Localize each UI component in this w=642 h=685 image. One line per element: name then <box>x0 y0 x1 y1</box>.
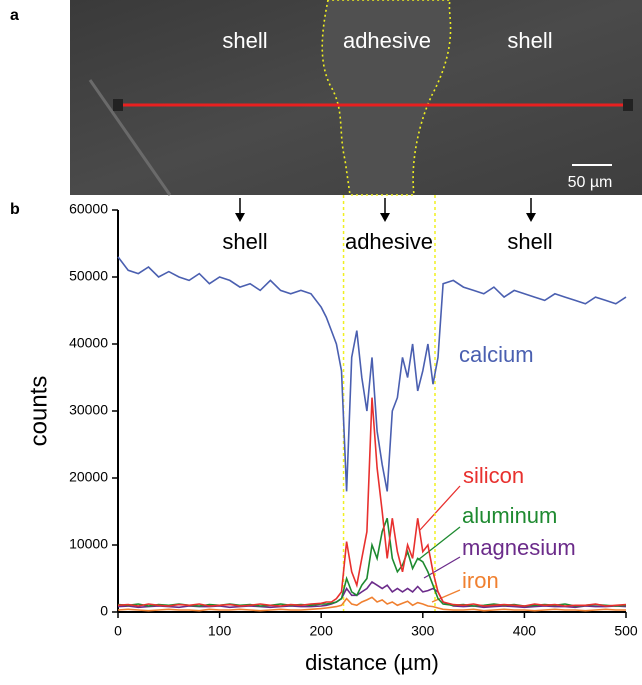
series-label: silicon <box>463 463 524 488</box>
series-label: magnesium <box>462 535 576 560</box>
series-label: aluminum <box>462 503 557 528</box>
x-axis-title: distance (µm) <box>305 650 439 675</box>
panel-label: a <box>10 7 19 24</box>
x-tick-label: 0 <box>114 623 122 639</box>
y-tick-label: 0 <box>100 603 108 619</box>
label-arrows <box>418 486 460 602</box>
y-tick-label: 50000 <box>69 268 108 284</box>
figure: 50 µm shell adhesive shell a b distance … <box>0 0 642 685</box>
x-tick-label: 200 <box>310 623 334 639</box>
annotation: shell <box>507 229 552 254</box>
annotation: shell <box>222 229 267 254</box>
silicon-arrow <box>420 486 460 530</box>
y-tick-label: 40000 <box>69 335 108 351</box>
image-annotation: shell <box>507 28 552 53</box>
image-annotation: shell <box>222 28 267 53</box>
y-tick-label: 10000 <box>69 536 108 552</box>
y-tick-label: 30000 <box>69 402 108 418</box>
annotation: adhesive <box>345 229 433 254</box>
series-line <box>118 582 626 607</box>
y-axis-title: counts <box>25 376 52 447</box>
x-tick-label: 300 <box>411 623 435 639</box>
sem-image: 50 µm shell adhesive shell <box>70 0 642 195</box>
annotation-arrowhead <box>235 213 245 222</box>
scan-end <box>113 99 123 111</box>
series-line <box>118 398 626 606</box>
x-tick-label: 100 <box>208 623 232 639</box>
x-tick-label: 400 <box>513 623 537 639</box>
series-line <box>118 518 626 606</box>
series-label: iron <box>462 568 499 593</box>
page: {"image": {"label": "a", "annotations": … <box>0 0 642 685</box>
panel-label: b <box>10 201 20 218</box>
y-tick-label: 20000 <box>69 469 108 485</box>
annotation-arrowhead <box>380 213 390 222</box>
image-annotation: adhesive <box>343 28 431 53</box>
annotation-arrowhead <box>526 213 536 222</box>
series-line <box>118 257 626 492</box>
scale-bar-label: 50 µm <box>568 174 613 191</box>
x-tick-label: 500 <box>614 623 638 639</box>
scan-end <box>623 99 633 111</box>
series-label: calcium <box>459 342 534 367</box>
y-tick-label: 60000 <box>69 201 108 217</box>
aluminum-arrow <box>418 527 460 560</box>
